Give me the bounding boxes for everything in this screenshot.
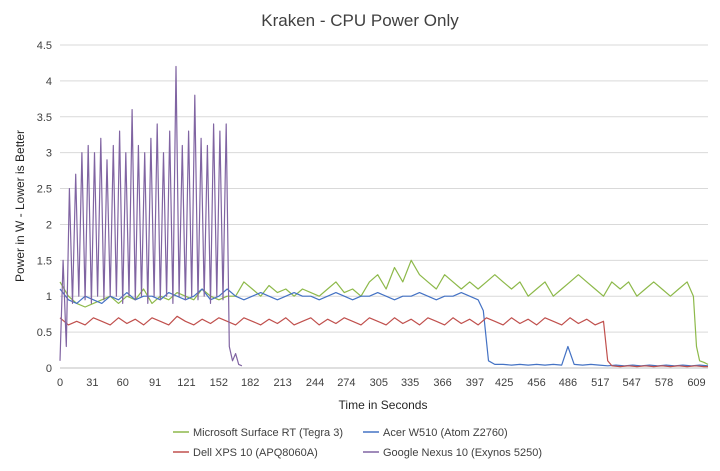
y-tick-label: 3 (46, 148, 52, 160)
x-tick-label: 121 (177, 377, 195, 389)
x-tick-label: 486 (559, 377, 577, 389)
y-tick-label: 0.5 (37, 327, 52, 339)
x-tick-label: 366 (433, 377, 451, 389)
x-tick-label: 91 (149, 377, 161, 389)
y-tick-label: 3.5 (37, 112, 52, 124)
legend-label-3: Google Nexus 10 (Exynos 5250) (383, 447, 542, 459)
x-tick-label: 274 (337, 377, 355, 389)
series-line-3 (59, 65, 243, 367)
x-tick-label: 517 (591, 377, 609, 389)
chart-title: Kraken - CPU Power Only (261, 11, 459, 30)
x-tick-label: 456 (527, 377, 545, 389)
y-tick-label: 4.5 (37, 40, 52, 52)
x-tick-label: 335 (401, 377, 419, 389)
legend-label-1: Acer W510 (Atom Z2760) (383, 427, 508, 439)
x-tick-label: 213 (273, 377, 291, 389)
axes: 0 0.5 1 1.5 2 2.5 3 3.5 4 4.5 0 31 60 91 121 152 182 213 2… (37, 40, 708, 389)
y-tick-label: 2 (46, 219, 52, 231)
y-tick-label: 2.5 (37, 184, 52, 196)
y-tick-label: 1 (46, 291, 52, 303)
series-line-0 (59, 259, 709, 365)
legend-label-0: Microsoft Surface RT (Tegra 3) (193, 427, 343, 439)
series-lines (59, 65, 709, 368)
x-tick-label: 152 (210, 377, 228, 389)
x-tick-label: 397 (466, 377, 484, 389)
y-axis-title: Power in W - Lower is Better (13, 130, 27, 282)
legend: Microsoft Surface RT (Tegra 3) Acer W510 … (173, 427, 542, 459)
x-tick-label: 305 (370, 377, 388, 389)
x-tick-label: 578 (655, 377, 673, 389)
y-tick-label: 4 (46, 76, 52, 88)
x-tick-label: 182 (241, 377, 259, 389)
x-tick-label: 244 (306, 377, 324, 389)
x-tick-label: 547 (623, 377, 641, 389)
x-axis-title: Time in Seconds (339, 398, 428, 412)
x-tick-label: 31 (86, 377, 98, 389)
x-tick-label: 609 (687, 377, 705, 389)
y-tick-label: 0 (46, 363, 52, 375)
x-tick-label: 60 (117, 377, 129, 389)
x-tick-label: 425 (495, 377, 513, 389)
x-tick-label: 0 (57, 377, 63, 389)
gridlines (60, 44, 708, 369)
series-line-2 (59, 315, 708, 368)
legend-label-2: Dell XPS 10 (APQ8060A) (193, 447, 318, 459)
series-line-1 (59, 288, 709, 367)
y-tick-label: 1.5 (37, 255, 52, 267)
